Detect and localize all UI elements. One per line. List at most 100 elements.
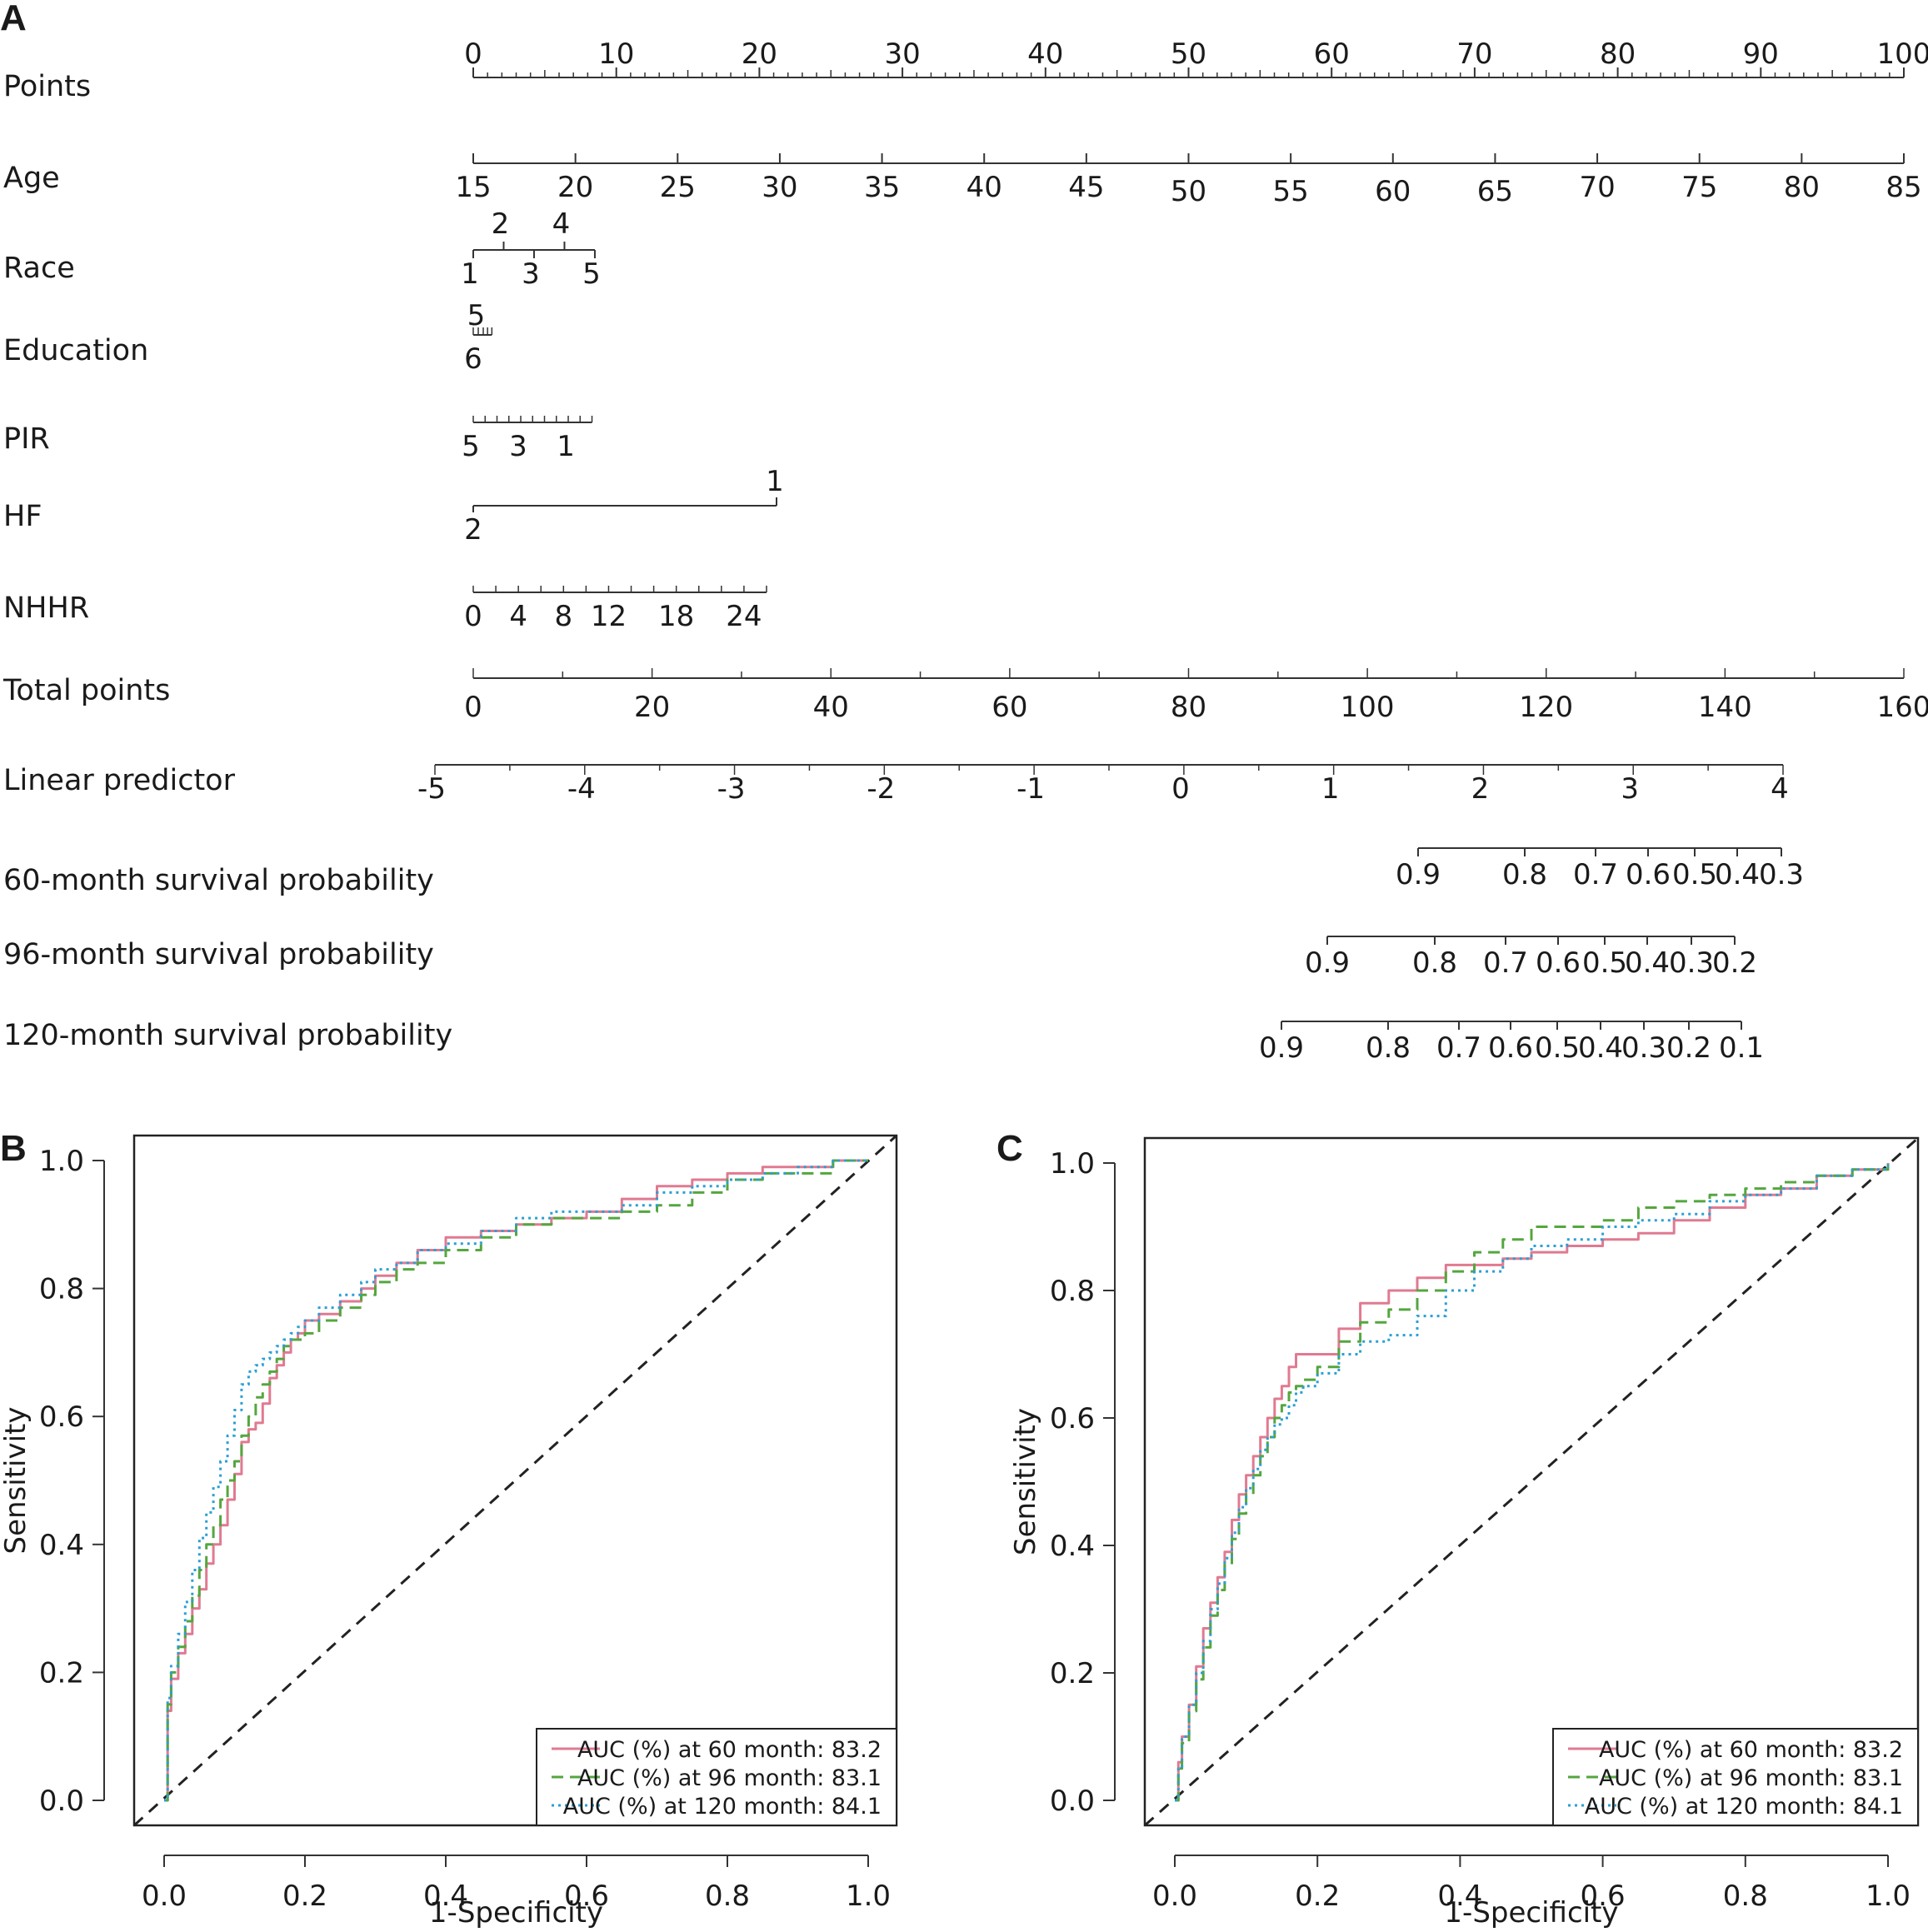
x-tick-label-1: 0.2 <box>1295 1880 1340 1913</box>
surv96-tick-label-6: 0.3 <box>1669 946 1714 980</box>
x-tick-label-2: 0.4 <box>423 1880 468 1913</box>
y-tick-label-4: 0.8 <box>39 1273 84 1306</box>
row-label-2: Race <box>3 252 75 285</box>
points-tick-label-4: 40 <box>1027 37 1063 71</box>
race-above-label-1: 4 <box>552 207 571 241</box>
surv120-tick-label-7: 0.2 <box>1666 1031 1711 1065</box>
age-tick-label-1: 20 <box>557 171 593 204</box>
lp-tick-label-3: -2 <box>867 772 895 806</box>
nomogram-panel: A Points Age Race Education PIR HF NHHR Total po… <box>0 0 1928 1065</box>
row-label-0: Points <box>3 70 91 103</box>
age-tick-label-12: 75 <box>1681 171 1717 204</box>
surv96-tick-label-4: 0.5 <box>1582 946 1627 980</box>
points-tick-label-10: 100 <box>1877 37 1928 71</box>
age-tick-label-7: 50 <box>1171 175 1206 208</box>
surv120-tick-label-2: 0.7 <box>1436 1031 1481 1065</box>
x-tick-label-2: 0.4 <box>1437 1880 1482 1913</box>
row-label-10: 96-month survival probability <box>3 938 434 971</box>
total-tick-label-2: 40 <box>813 691 849 724</box>
lp-tick-label-5: 0 <box>1171 772 1190 806</box>
age-tick-label-3: 30 <box>762 171 797 204</box>
surv120-tick-label-5: 0.4 <box>1578 1031 1623 1065</box>
y-tick-label-3: 0.6 <box>39 1400 84 1434</box>
row-label-5: HF <box>3 500 42 533</box>
age-tick-label-2: 25 <box>660 171 696 204</box>
y-tick-label-2: 0.4 <box>39 1529 84 1562</box>
points-tick-label-0: 0 <box>464 37 482 71</box>
y-tick-label-4: 0.8 <box>1050 1275 1095 1308</box>
lp-tick-label-8: 3 <box>1621 772 1639 806</box>
nhhr-tick-label-1: 4 <box>509 600 527 633</box>
nhhr-tick-label-3: 12 <box>591 600 627 633</box>
y-tick-label-1: 0.2 <box>39 1656 84 1690</box>
y-axis-label: Sensitivity <box>1009 1408 1042 1555</box>
pir-tick-label-1: 3 <box>509 430 527 463</box>
points-tick-label-2: 20 <box>742 37 777 71</box>
row-label-8: Linear predictor <box>3 764 236 797</box>
education-below-label: 6 <box>464 342 482 376</box>
row-label-1: Age <box>3 162 60 195</box>
age-tick-label-13: 80 <box>1784 171 1820 204</box>
surv60-tick-label-0: 0.9 <box>1396 858 1441 891</box>
age-tick-label-9: 60 <box>1375 175 1411 208</box>
total-tick-label-3: 60 <box>991 691 1027 724</box>
y-tick-label-5: 1.0 <box>1050 1147 1095 1181</box>
lp-tick-label-6: 1 <box>1321 772 1340 806</box>
panel-label-b: B <box>0 1128 27 1169</box>
x-tick-label-4: 0.8 <box>705 1880 750 1913</box>
lp-tick-label-0: -5 <box>417 772 446 806</box>
nhhr-tick-label-0: 0 <box>464 600 482 633</box>
reference-diagonal <box>132 1134 898 1827</box>
y-tick-label-3: 0.6 <box>1050 1402 1095 1435</box>
points-tick-label-7: 70 <box>1456 37 1492 71</box>
points-tick-label-8: 80 <box>1600 37 1636 71</box>
row-label-6: NHHR <box>3 592 89 625</box>
age-tick-label-4: 35 <box>864 171 900 204</box>
hf-below-label: 2 <box>464 513 482 547</box>
age-tick-label-0: 15 <box>455 171 491 204</box>
surv120-tick-label-4: 0.5 <box>1535 1031 1580 1065</box>
surv60-tick-label-3: 0.6 <box>1626 858 1671 891</box>
lp-tick-label-4: -1 <box>1016 772 1045 806</box>
x-tick-label-0: 0.0 <box>1152 1880 1197 1913</box>
surv60-tick-label-2: 0.7 <box>1573 858 1618 891</box>
surv60-tick-label-6: 0.3 <box>1759 858 1804 891</box>
roc-curve-2 <box>1175 1163 1890 1802</box>
x-tick-label-4: 0.8 <box>1723 1880 1768 1913</box>
race-below-label-2: 5 <box>582 257 601 291</box>
panel-label-c: C <box>996 1128 1023 1169</box>
nhhr-tick-label-5: 24 <box>726 600 762 633</box>
total-tick-label-8: 160 <box>1877 691 1928 724</box>
total-tick-label-1: 20 <box>634 691 670 724</box>
legend-entry-2: AUC (%) at 120 month: 84.1 <box>1585 1794 1903 1820</box>
roc-curve-2 <box>164 1159 868 1802</box>
surv120-tick-label-1: 0.8 <box>1366 1031 1411 1065</box>
row-label-7: Total points <box>2 674 170 707</box>
lp-tick-label-7: 2 <box>1471 772 1490 806</box>
education-above-label: 5 <box>467 299 486 332</box>
lp-tick-label-9: 4 <box>1771 772 1789 806</box>
y-tick-label-0: 0.0 <box>39 1785 84 1818</box>
surv60-tick-label-1: 0.8 <box>1502 858 1547 891</box>
row-label-9: 60-month survival probability <box>3 864 434 897</box>
surv120-tick-label-6: 0.3 <box>1621 1031 1666 1065</box>
y-tick-label-2: 0.4 <box>1050 1530 1095 1563</box>
roc-curve-1 <box>1175 1163 1890 1802</box>
legend-entry-0: AUC (%) at 60 month: 83.2 <box>577 1737 882 1763</box>
nhhr-tick-label-4: 18 <box>658 600 694 633</box>
surv96-tick-label-1: 0.8 <box>1412 946 1457 980</box>
x-tick-label-5: 1.0 <box>846 1880 891 1913</box>
surv120-tick-label-8: 0.1 <box>1719 1031 1764 1065</box>
x-axis-label: 1-Specificity <box>429 1896 603 1930</box>
surv96-tick-label-0: 0.9 <box>1305 946 1350 980</box>
age-tick-label-5: 40 <box>966 171 1002 204</box>
x-axis-label: 1-Specificity <box>1444 1896 1618 1930</box>
plot-frame <box>1143 1136 1920 1827</box>
points-tick-label-1: 10 <box>598 37 634 71</box>
race-below-label-1: 3 <box>522 257 540 291</box>
surv96-tick-label-2: 0.7 <box>1483 946 1528 980</box>
age-tick-label-8: 55 <box>1273 175 1309 208</box>
race-below-label-0: 1 <box>461 257 479 291</box>
hf-above-label: 1 <box>766 465 784 498</box>
age-tick-label-10: 65 <box>1477 175 1513 208</box>
